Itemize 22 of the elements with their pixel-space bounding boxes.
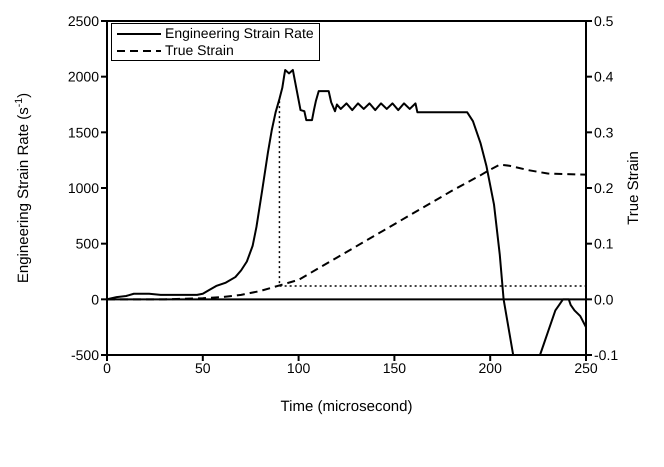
y2-axis-title: True Strain bbox=[625, 151, 642, 225]
y2-tick-label: 0.3 bbox=[594, 124, 614, 140]
y2-tick-label: 0.2 bbox=[594, 180, 614, 196]
y2-tick-label: 0.0 bbox=[594, 291, 614, 308]
x-tick-label: 100 bbox=[286, 360, 310, 376]
y-tick-label: 1500 bbox=[68, 124, 100, 140]
x-tick-label: 200 bbox=[478, 360, 502, 376]
y2-tick-label: 0.4 bbox=[594, 68, 614, 85]
y-tick-label: 500 bbox=[76, 236, 100, 252]
y-tick-label: 2500 bbox=[68, 12, 100, 29]
legend-label: Engineering Strain Rate bbox=[165, 25, 314, 42]
x-tick-label: 50 bbox=[195, 360, 211, 376]
y-tick-label: 1000 bbox=[68, 180, 100, 196]
y2-tick-label: 0.5 bbox=[594, 12, 614, 29]
y-tick-label: -500 bbox=[70, 346, 100, 363]
x-tick-label: 150 bbox=[382, 360, 406, 376]
y-tick-label: 0 bbox=[91, 291, 100, 308]
x-axis-title: Time (microsecond) bbox=[280, 398, 412, 415]
y2-tick-label: 0.1 bbox=[594, 236, 614, 252]
y-tick-label: 2000 bbox=[68, 68, 100, 85]
x-tick-label: 0 bbox=[103, 360, 112, 376]
legend-label: True Strain bbox=[165, 42, 234, 59]
